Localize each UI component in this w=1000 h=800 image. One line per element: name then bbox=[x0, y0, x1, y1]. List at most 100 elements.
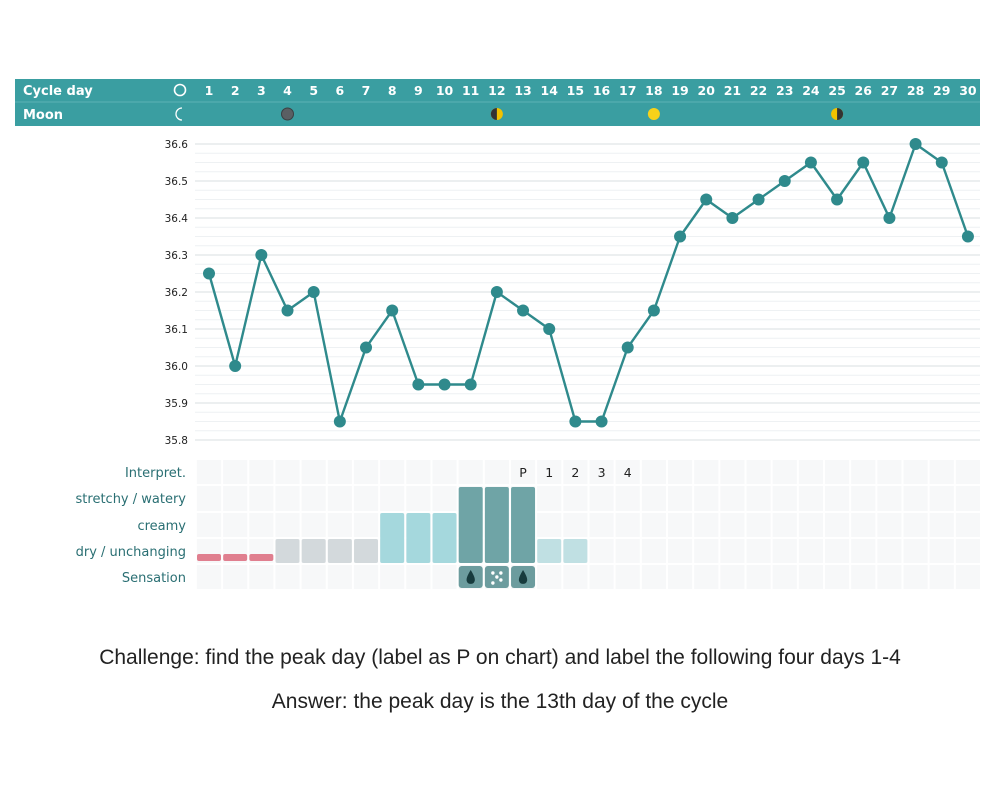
moon-shadow bbox=[837, 108, 844, 120]
droplets-icon bbox=[491, 571, 503, 585]
interpret-mark: 3 bbox=[598, 465, 606, 480]
y-tick-label: 36.0 bbox=[165, 361, 188, 373]
empty-cell bbox=[353, 513, 379, 537]
empty-cell bbox=[432, 460, 457, 484]
moon-disc bbox=[647, 108, 660, 120]
new-moon-icon bbox=[281, 107, 295, 121]
cycle-day-number: 7 bbox=[362, 83, 371, 98]
empty-cell bbox=[798, 486, 823, 511]
empty-cell bbox=[223, 513, 248, 537]
temperature-point bbox=[700, 193, 713, 206]
creamy-bar bbox=[406, 513, 431, 563]
empty-cell bbox=[772, 486, 797, 511]
empty-cell bbox=[223, 565, 248, 589]
temperature-point bbox=[412, 378, 425, 391]
cycle-day-number: 25 bbox=[828, 83, 845, 98]
empty-cell bbox=[249, 460, 274, 484]
empty-cell bbox=[484, 460, 509, 484]
temperature-point bbox=[569, 415, 582, 428]
drop-icon bbox=[466, 570, 475, 584]
empty-cell bbox=[955, 486, 981, 511]
y-tick-label: 36.4 bbox=[165, 213, 189, 225]
empty-cell bbox=[589, 486, 614, 511]
y-tick-label: 36.3 bbox=[165, 250, 188, 262]
empty-cell bbox=[772, 565, 797, 589]
empty-cell bbox=[615, 565, 640, 589]
empty-cell bbox=[851, 513, 876, 537]
temperature-point bbox=[909, 138, 922, 150]
crescent-moon-icon bbox=[175, 107, 183, 121]
temperature-line bbox=[207, 142, 970, 423]
menstruation-bar bbox=[223, 554, 248, 561]
empty-cell bbox=[458, 460, 483, 484]
dry-bar bbox=[275, 539, 300, 563]
empty-cell bbox=[667, 460, 693, 484]
empty-cell bbox=[563, 513, 588, 537]
menstruation-bar bbox=[249, 554, 274, 561]
watery-bar bbox=[484, 487, 509, 563]
empty-cell bbox=[929, 513, 954, 537]
temperature-series bbox=[203, 138, 974, 428]
droplet-dot bbox=[491, 581, 495, 585]
menstruation-bar bbox=[197, 554, 221, 561]
empty-cell bbox=[353, 486, 379, 511]
empty-cell bbox=[196, 460, 222, 484]
empty-cell bbox=[301, 513, 326, 537]
empty-cell bbox=[275, 513, 300, 537]
interpret-mark: 4 bbox=[624, 465, 632, 480]
empty-cell bbox=[249, 565, 274, 589]
cycle-day-number: 8 bbox=[388, 83, 397, 98]
empty-cell bbox=[694, 513, 719, 537]
interpret-mark: 1 bbox=[545, 465, 553, 480]
drop-icon bbox=[518, 570, 528, 584]
droplet-dot bbox=[495, 575, 499, 579]
empty-cell bbox=[615, 486, 640, 511]
cycle-day-number: 26 bbox=[855, 83, 873, 98]
first-quarter-moon-icon bbox=[490, 108, 503, 120]
y-tick-label: 36.6 bbox=[165, 139, 189, 151]
empty-cell bbox=[537, 565, 562, 589]
temperature-point bbox=[647, 304, 660, 317]
observation-rows: Interpret. stretchy / watery creamy dry / u… bbox=[76, 460, 981, 589]
empty-cell bbox=[301, 486, 326, 511]
empty-cell bbox=[720, 513, 745, 537]
empty-cell bbox=[851, 460, 876, 484]
temperature-point bbox=[203, 267, 215, 280]
empty-cell bbox=[851, 539, 876, 563]
empty-cell bbox=[667, 486, 693, 511]
empty-cell bbox=[563, 486, 588, 511]
empty-cell bbox=[196, 565, 222, 589]
empty-cell bbox=[537, 513, 562, 537]
creamy-row-label: creamy bbox=[137, 519, 186, 534]
empty-cell bbox=[877, 460, 902, 484]
empty-cell bbox=[772, 513, 797, 537]
creamy-bar bbox=[432, 513, 457, 563]
empty-cell bbox=[929, 565, 954, 589]
watery-bar bbox=[458, 487, 483, 563]
empty-cell bbox=[746, 513, 771, 537]
empty-cell bbox=[380, 460, 405, 484]
cycle-day-number: 27 bbox=[881, 83, 898, 98]
temperature-point bbox=[831, 193, 844, 206]
empty-cell bbox=[353, 565, 379, 589]
empty-cell bbox=[563, 460, 588, 484]
empty-cell bbox=[432, 486, 457, 511]
cycle-day-number: 1 bbox=[205, 83, 214, 98]
empty-cell bbox=[380, 486, 405, 511]
y-tick-label: 35.8 bbox=[165, 435, 188, 447]
empty-cell bbox=[720, 486, 745, 511]
y-tick-label: 36.2 bbox=[165, 287, 188, 299]
temperature-point bbox=[543, 323, 556, 335]
temperature-point bbox=[857, 156, 870, 169]
empty-cell bbox=[903, 513, 928, 537]
y-tick-label: 35.9 bbox=[165, 398, 188, 410]
empty-cell bbox=[877, 486, 902, 511]
cycle-day-number: 10 bbox=[436, 83, 454, 98]
empty-cell bbox=[877, 565, 902, 589]
empty-cell bbox=[275, 486, 300, 511]
post-peak-bar bbox=[537, 539, 562, 563]
empty-cell bbox=[196, 486, 222, 511]
temperature-point bbox=[281, 304, 294, 317]
